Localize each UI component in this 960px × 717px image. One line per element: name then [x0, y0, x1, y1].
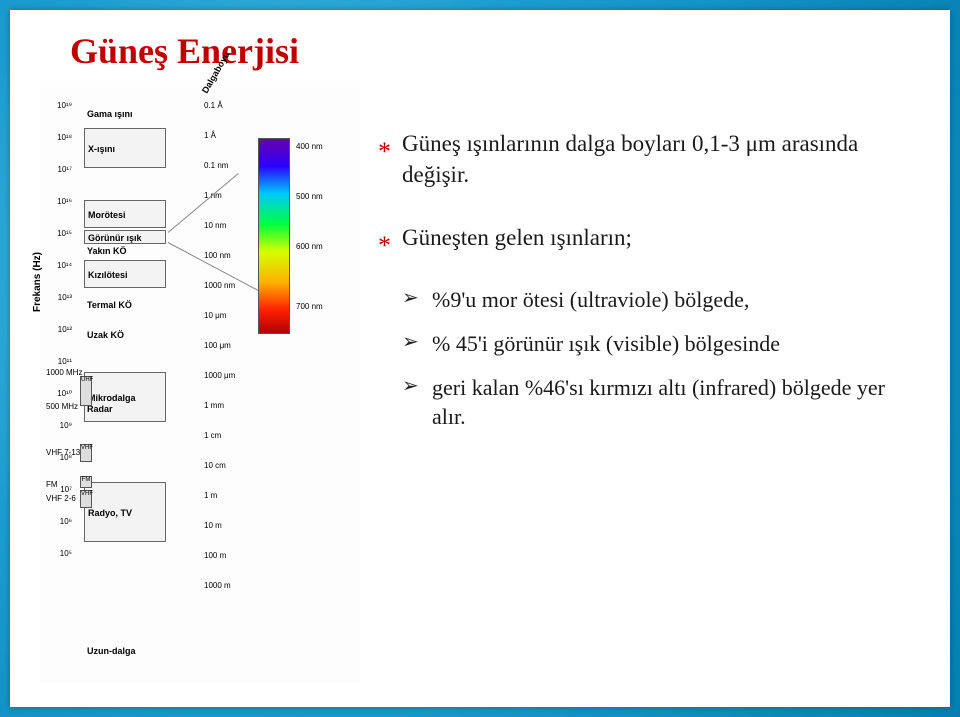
- em-spectrum-diagram: Frekans (Hz) Dalgaboyu 10¹⁹10¹⁸10¹⁷10¹⁶1…: [40, 82, 360, 682]
- wl-tick-column: 0.1 Å1 Å0.1 nm1 nm10 nm100 nm1000 nm10 μ…: [204, 102, 248, 612]
- wl-tick: 1 m: [204, 492, 248, 500]
- band-label: Görünür ışık: [84, 230, 166, 244]
- band-label: Kızılötesi: [84, 260, 166, 288]
- sub-bullet-item: geri kalan %46'sı kırmızı altı (infrared…: [378, 373, 916, 432]
- freq-tick: 10¹³: [46, 294, 72, 302]
- mhz-tick: FM: [46, 480, 58, 489]
- freq-tick: 10¹¹: [46, 358, 72, 366]
- content-row: Frekans (Hz) Dalgaboyu 10¹⁹10¹⁸10¹⁷10¹⁶1…: [40, 82, 916, 682]
- freq-tick: 10¹²: [46, 326, 72, 334]
- sub-bullet-item: %9'u mor ötesi (ultraviole) bölgede,: [378, 285, 916, 315]
- bullet-item: Güneş ışınlarının dalga boyları 0,1-3 μm…: [378, 128, 916, 190]
- band-label: Uzak KÖ: [84, 328, 166, 342]
- visible-spectrum-bar: [258, 138, 290, 334]
- band-column: Gama ışınıX-ışını Morötesi Görünür ışıkYak…: [84, 102, 168, 662]
- wl-tick: 100 m: [204, 552, 248, 560]
- visible-spectrum-tick: 700 nm: [296, 302, 323, 311]
- freq-tick: 10¹⁰: [46, 390, 72, 398]
- mhz-tick: VHF 2-6: [46, 494, 76, 503]
- freq-tick: 10¹⁹: [46, 102, 72, 110]
- wl-tick: 100 μm: [204, 342, 248, 350]
- wl-tick: 10 nm: [204, 222, 248, 230]
- wl-tick: 1000 nm: [204, 282, 248, 290]
- band-label: Termal KÖ: [84, 298, 166, 312]
- band-label: Radar: [84, 402, 166, 416]
- wl-tick: 10 μm: [204, 312, 248, 320]
- sidebar-band: FM: [80, 476, 92, 488]
- page-title: Güneş Enerjisi: [70, 30, 916, 72]
- freq-tick: 10¹⁸: [46, 134, 72, 142]
- wl-tick: 10 m: [204, 522, 248, 530]
- wl-tick: 1 cm: [204, 432, 248, 440]
- wl-tick: 1000 m: [204, 582, 248, 590]
- mhz-tick: 1000 MHz: [46, 368, 82, 377]
- freq-tick: 10⁹: [46, 422, 72, 430]
- wl-tick: 1 mm: [204, 402, 248, 410]
- bullet-item: Güneşten gelen ışınların;: [378, 222, 916, 253]
- visible-spectrum-tick: 400 nm: [296, 142, 323, 151]
- freq-tick: 10¹⁷: [46, 166, 72, 174]
- freq-tick-column: 10¹⁹ 10¹⁸ 10¹⁷ 10¹⁶ 10¹⁵ 10¹⁴ 10¹³ 10¹² 10¹¹ 10¹⁰…: [46, 102, 72, 582]
- band-label: Radyo, TV: [84, 482, 166, 542]
- band-label: Uzun-dalga: [84, 642, 166, 660]
- wl-tick: 100 nm: [204, 252, 248, 260]
- sidebar-band: UHF: [80, 376, 92, 406]
- wl-tick: 1 Å: [204, 132, 248, 140]
- sub-bullet-group: %9'u mor ötesi (ultraviole) bölgede, % 4…: [378, 285, 916, 432]
- freq-tick: 10¹⁶: [46, 198, 72, 206]
- visible-spectrum-tick: 500 nm: [296, 192, 323, 201]
- sidebar-band: VHF: [80, 490, 92, 508]
- wl-tick: 10 cm: [204, 462, 248, 470]
- slide: Güneş Enerjisi Frekans (Hz) Dalgaboyu 10…: [10, 10, 950, 707]
- sub-bullet-item: % 45'i görünür ışık (visible) bölgesinde: [378, 329, 916, 359]
- freq-tick: 10⁶: [46, 518, 72, 526]
- band-label: X-ışını: [84, 128, 166, 168]
- mhz-tick: 500 MHz: [46, 402, 78, 411]
- axis-freq-label: Frekans (Hz): [32, 252, 43, 312]
- wl-tick: 0.1 Å: [204, 102, 248, 110]
- wl-tick: 1000 μm: [204, 372, 248, 380]
- visible-spectrum-tick: 600 nm: [296, 242, 323, 251]
- sidebar-band: VHF: [80, 444, 92, 462]
- freq-tick: 10⁵: [46, 550, 72, 558]
- freq-tick: 10¹⁵: [46, 230, 72, 238]
- freq-tick: 10¹⁴: [46, 262, 72, 270]
- bullet-column: Güneş ışınlarının dalga boyları 0,1-3 μm…: [378, 82, 916, 682]
- wl-tick: 0.1 nm: [204, 162, 248, 170]
- band-label: Gama ışını: [84, 102, 166, 126]
- mhz-tick: VHF 7-13: [46, 448, 80, 457]
- band-label: Morötesi: [84, 200, 166, 228]
- band-label: Yakın KÖ: [84, 244, 166, 258]
